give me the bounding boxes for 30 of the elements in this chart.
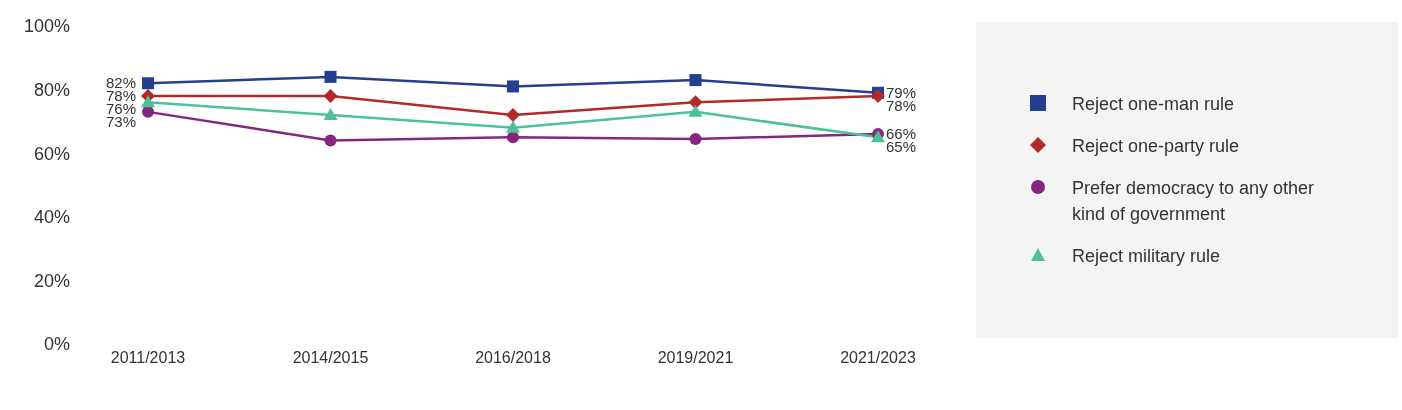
legend-label: Reject military rule [1072, 245, 1221, 268]
point [506, 120, 520, 133]
point [688, 104, 703, 117]
y-tick-label: 60% [33, 143, 70, 164]
x-tick-label: 2019/2021 [657, 349, 734, 367]
legend-label: Prefer democracy to any other kind of government [1072, 177, 1316, 226]
data-label: 79% [886, 83, 917, 101]
y-tick-label: 40% [33, 207, 70, 228]
point [507, 80, 519, 93]
point [871, 88, 885, 103]
x-tick-label: 2014/2015 [292, 349, 369, 367]
y-tick-label: 80% [33, 79, 70, 100]
legend-label: Reject one-man rule [1072, 93, 1235, 116]
point [689, 74, 702, 87]
point [689, 132, 702, 145]
x-tick-label: 2016/2018 [475, 349, 551, 367]
point [324, 70, 337, 83]
legend-label: Reject one-party rule [1072, 135, 1240, 158]
point [323, 108, 338, 121]
y-tick-label: 0% [43, 334, 70, 355]
y-tick-label: 20% [33, 270, 70, 291]
x-tick-label: 2011/2013 [110, 349, 186, 367]
point [323, 88, 338, 103]
point [142, 77, 154, 90]
point [506, 108, 520, 123]
y-tick-label: 100% [23, 16, 70, 37]
point [324, 134, 337, 147]
x-tick-label: 2021/2023 [840, 349, 916, 367]
point [141, 95, 155, 108]
point [688, 95, 703, 110]
